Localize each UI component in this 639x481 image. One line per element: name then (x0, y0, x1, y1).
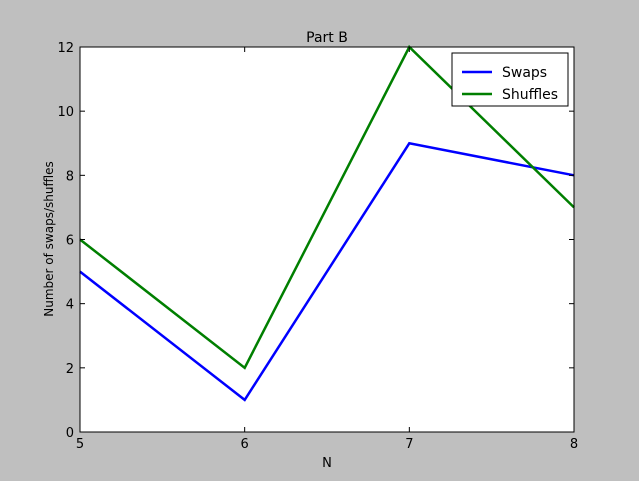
legend-label-swaps: Swaps (502, 65, 547, 81)
x-tick-label: 6 (241, 437, 249, 452)
y-tick-label: 4 (66, 298, 74, 313)
y-tick-label: 12 (57, 41, 74, 56)
series-line-shuffles (79, 44, 575, 370)
x-tick-label: 8 (570, 437, 578, 452)
y-tick-label: 6 (66, 234, 74, 249)
y-tick-label: 10 (57, 105, 74, 120)
plot-area (80, 47, 574, 432)
legend-box (451, 52, 569, 107)
y-axis-label: Number of swaps/shuffles (42, 161, 56, 316)
series-layer (79, 44, 575, 402)
series-line-swaps (79, 141, 575, 402)
legend: Swaps Shuffles (451, 52, 569, 107)
chart-title: Part B (306, 30, 348, 46)
legend-label-shuffles: Shuffles (502, 87, 558, 103)
plot-frame (79, 46, 575, 433)
x-tick-label: 7 (405, 437, 413, 452)
y-tick-label: 0 (66, 426, 74, 441)
x-tick-label: 5 (76, 437, 84, 452)
y-tick-label: 2 (66, 362, 74, 377)
y-tick-label: 8 (66, 169, 74, 184)
x-axis-label: N (322, 456, 332, 471)
